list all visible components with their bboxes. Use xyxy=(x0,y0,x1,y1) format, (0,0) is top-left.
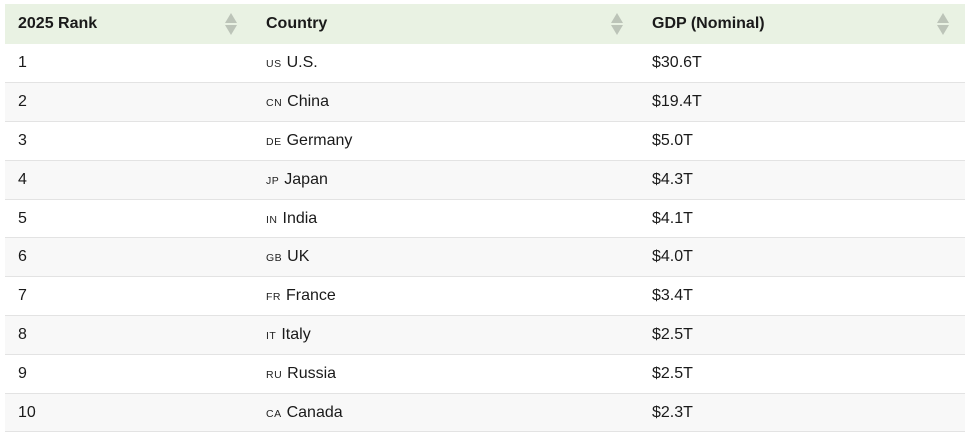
country-cell: GB UK xyxy=(253,238,639,277)
flag-icon: IT xyxy=(266,329,277,342)
header-rank-label: 2025 Rank xyxy=(18,15,98,32)
gdp-cell: $4.3T xyxy=(652,170,693,188)
country-name: France xyxy=(286,287,336,305)
flag-icon: FR xyxy=(266,291,281,304)
rank-cell: 10 xyxy=(18,403,36,421)
gdp-cell: $4.1T xyxy=(652,209,693,227)
header-gdp[interactable]: GDP (Nominal) xyxy=(639,4,965,44)
rank-cell: 3 xyxy=(18,131,27,149)
country-name: UK xyxy=(287,248,310,266)
header-country-label: Country xyxy=(266,15,328,32)
flag-icon: RU xyxy=(266,368,283,381)
rank-cell: 2 xyxy=(18,93,27,111)
country-name: China xyxy=(287,93,329,111)
table-row: 7 FR France $3.4T xyxy=(5,277,965,316)
country-cell: DE Germany xyxy=(253,122,639,161)
rank-cell: 5 xyxy=(18,209,27,227)
header-gdp-label: GDP (Nominal) xyxy=(652,15,765,32)
sort-ascending-icon xyxy=(225,13,237,23)
country-cell: FR France xyxy=(253,277,639,316)
gdp-cell: $19.4T xyxy=(652,93,702,111)
table-body: 1 US U.S. $30.6T 2 CN China $19.4T 3 DE Ger… xyxy=(5,44,965,432)
sort-ascending-icon xyxy=(937,13,949,23)
gdp-ranking-table: 2025 Rank Country GDP (Nominal) xyxy=(5,4,965,432)
rank-cell: 9 xyxy=(18,364,27,382)
rank-cell: 1 xyxy=(18,54,27,72)
rank-cell: 4 xyxy=(18,170,27,188)
table-row: 8 IT Italy $2.5T xyxy=(5,315,965,355)
sort-icon[interactable] xyxy=(937,11,949,37)
country-name: Japan xyxy=(284,170,328,188)
country-name: Canada xyxy=(286,403,343,421)
flag-icon: CA xyxy=(266,407,282,420)
sort-descending-icon xyxy=(611,25,623,35)
gdp-cell: $2.5T xyxy=(652,325,693,343)
flag-icon: US xyxy=(266,58,282,71)
sort-descending-icon xyxy=(225,25,237,35)
table-row: 5 IN India $4.1T xyxy=(5,199,965,238)
country-name: Russia xyxy=(287,364,337,382)
gdp-ranking-table-container: 2025 Rank Country GDP (Nominal) xyxy=(5,4,965,432)
table-row: 4 JP Japan $4.3T xyxy=(5,160,965,200)
gdp-cell: $30.6T xyxy=(652,54,702,72)
table-row: 9 RU Russia $2.5T xyxy=(5,354,965,394)
rank-cell: 7 xyxy=(18,287,27,305)
table-header: 2025 Rank Country GDP (Nominal) xyxy=(5,4,965,44)
header-rank[interactable]: 2025 Rank xyxy=(5,4,253,44)
gdp-cell: $5.0T xyxy=(652,131,693,149)
table-row: 1 US U.S. $30.6T xyxy=(5,44,965,83)
gdp-cell: $2.5T xyxy=(652,364,693,382)
table-row: 6 GB UK $4.0T xyxy=(5,237,965,277)
flag-icon: IN xyxy=(266,213,278,226)
sort-icon[interactable] xyxy=(225,11,237,37)
flag-icon: CN xyxy=(266,97,283,110)
header-row: 2025 Rank Country GDP (Nominal) xyxy=(5,4,965,44)
rank-cell: 6 xyxy=(18,248,27,266)
gdp-cell: $2.3T xyxy=(652,403,693,421)
country-cell: RU Russia xyxy=(253,354,639,393)
flag-icon: JP xyxy=(266,174,280,187)
sort-icon[interactable] xyxy=(611,11,623,37)
country-cell: US U.S. xyxy=(253,44,639,83)
sort-descending-icon xyxy=(937,25,949,35)
country-cell: IT Italy xyxy=(253,316,639,355)
gdp-cell: $3.4T xyxy=(652,287,693,305)
table-row: 2 CN China $19.4T xyxy=(5,82,965,122)
table-row: 10 CA Canada $2.3T xyxy=(5,393,965,432)
country-name: Germany xyxy=(286,131,353,149)
country-cell: IN India xyxy=(253,199,639,238)
table-row: 3 DE Germany $5.0T xyxy=(5,122,965,161)
country-name: Italy xyxy=(281,325,311,343)
gdp-cell: $4.0T xyxy=(652,248,693,266)
sort-ascending-icon xyxy=(611,13,623,23)
country-name: India xyxy=(282,209,318,227)
flag-icon: DE xyxy=(266,135,282,148)
country-cell: CN China xyxy=(253,83,639,122)
country-name: U.S. xyxy=(286,54,318,72)
country-cell: JP Japan xyxy=(253,160,639,199)
flag-icon: GB xyxy=(266,252,283,265)
country-cell: CA Canada xyxy=(253,393,639,432)
header-country[interactable]: Country xyxy=(253,4,639,44)
rank-cell: 8 xyxy=(18,325,27,343)
